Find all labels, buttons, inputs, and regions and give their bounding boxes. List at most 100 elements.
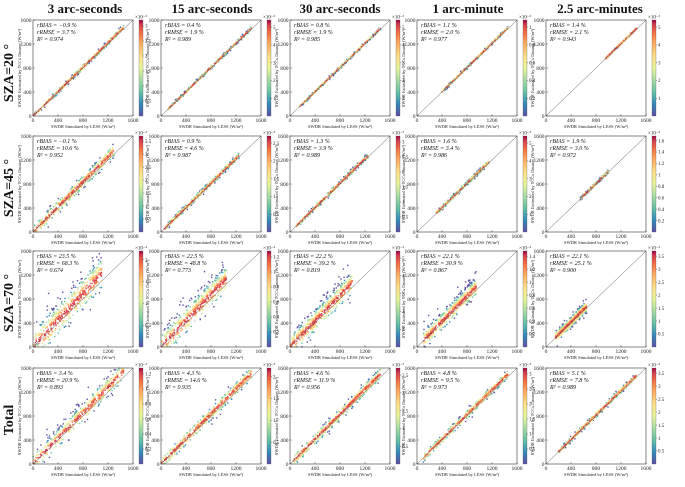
- density-point: [106, 154, 108, 157]
- density-point: [496, 37, 499, 39]
- density-point: [90, 58, 93, 60]
- density-point: [49, 205, 51, 208]
- colorbar-tick-label: 0.8: [529, 44, 536, 49]
- y-tick-label: 1200: [278, 158, 289, 164]
- density-point: [43, 219, 45, 222]
- density-point: [97, 163, 100, 165]
- density-point: [327, 79, 329, 81]
- density-point: [97, 48, 100, 50]
- density-point: [168, 225, 171, 228]
- density-point: [65, 197, 68, 200]
- density-point: [73, 190, 75, 192]
- density-point: [104, 44, 106, 47]
- density-point: [105, 46, 107, 48]
- density-point: [327, 197, 329, 199]
- density-point: [450, 199, 452, 202]
- colorbar-tick-label: 3: [273, 61, 276, 66]
- row-title-4: Total: [2, 405, 17, 436]
- density-point: [438, 207, 440, 209]
- density-point: [71, 189, 73, 191]
- density-point: [97, 53, 99, 55]
- density-point: [93, 169, 96, 172]
- y-axis-label: SWDR Estimated by TCCs Dataset (W/m²): [145, 28, 150, 107]
- density-point: [240, 37, 242, 39]
- density-point: [467, 182, 470, 184]
- density-point: [349, 172, 351, 174]
- density-point: [44, 106, 46, 108]
- density-point: [230, 46, 232, 48]
- density-point: [186, 206, 188, 208]
- stat-r2: R² = 0.977: [420, 37, 448, 43]
- density-point: [611, 51, 613, 53]
- density-point: [90, 60, 93, 63]
- density-point: [451, 82, 454, 84]
- density-point: [100, 163, 103, 165]
- density-point: [47, 217, 50, 219]
- density-point: [86, 61, 88, 63]
- density-point: [487, 45, 490, 48]
- density-point: [107, 158, 109, 161]
- x-tick-label: 1200: [360, 234, 371, 240]
- density-point: [100, 49, 102, 51]
- row-title-1: SZA=20 °: [2, 44, 17, 102]
- density-point: [172, 220, 174, 223]
- density-point: [79, 70, 82, 73]
- density-point: [214, 175, 217, 178]
- density-point: [609, 52, 612, 55]
- density-point: [112, 156, 114, 158]
- density-point: [180, 212, 183, 214]
- density-point: [60, 87, 62, 89]
- density-point: [193, 81, 195, 84]
- density-point: [89, 175, 92, 177]
- density-point: [205, 71, 207, 73]
- stat-rbias: rBIAS = 1.3 %: [294, 139, 330, 145]
- density-point: [213, 178, 215, 180]
- y-tick-label: 1600: [278, 134, 289, 140]
- colorbar-gradient: [522, 19, 528, 117]
- density-point: [481, 50, 484, 53]
- colorbar-tick-label: 2: [658, 79, 661, 84]
- density-point: [317, 203, 319, 205]
- density-point: [230, 161, 233, 164]
- density-point: [75, 71, 77, 74]
- density-point: [77, 182, 79, 184]
- density-point: [38, 110, 41, 112]
- density-point: [230, 162, 232, 165]
- density-point: [337, 68, 340, 70]
- x-tick-label: 0: [160, 118, 163, 124]
- density-point: [81, 184, 83, 186]
- density-point: [204, 71, 206, 74]
- density-point: [470, 177, 473, 179]
- density-point: [57, 208, 59, 210]
- density-point: [306, 214, 308, 216]
- density-point: [86, 173, 89, 175]
- density-point: [103, 46, 105, 48]
- colorbar-tick-label: 1.5: [145, 192, 152, 197]
- density-point: [108, 40, 111, 42]
- density-point: [223, 55, 225, 58]
- density-point: [493, 40, 496, 42]
- density-point: [344, 179, 347, 181]
- density-point: [214, 180, 216, 183]
- y-tick-label: 1200: [149, 158, 160, 164]
- density-point: [457, 189, 460, 192]
- density-point: [76, 179, 78, 182]
- density-point: [77, 71, 79, 73]
- density-point: [76, 189, 78, 192]
- density-point: [322, 84, 324, 87]
- colorbar-tick-label: 1: [402, 201, 405, 206]
- one-to-one-line: [416, 19, 518, 117]
- density-point: [345, 175, 347, 177]
- density-point: [104, 42, 106, 45]
- density-point: [303, 101, 305, 103]
- density-point: [201, 188, 203, 191]
- density-point: [79, 183, 81, 186]
- density-point: [79, 68, 82, 70]
- density-point: [353, 168, 356, 170]
- density-point: [475, 171, 478, 174]
- colorbar-tick-label: 3: [402, 141, 405, 146]
- density-point: [178, 98, 181, 100]
- density-point: [469, 177, 472, 180]
- x-tick-label: 0: [160, 234, 163, 240]
- density-point: [89, 168, 91, 170]
